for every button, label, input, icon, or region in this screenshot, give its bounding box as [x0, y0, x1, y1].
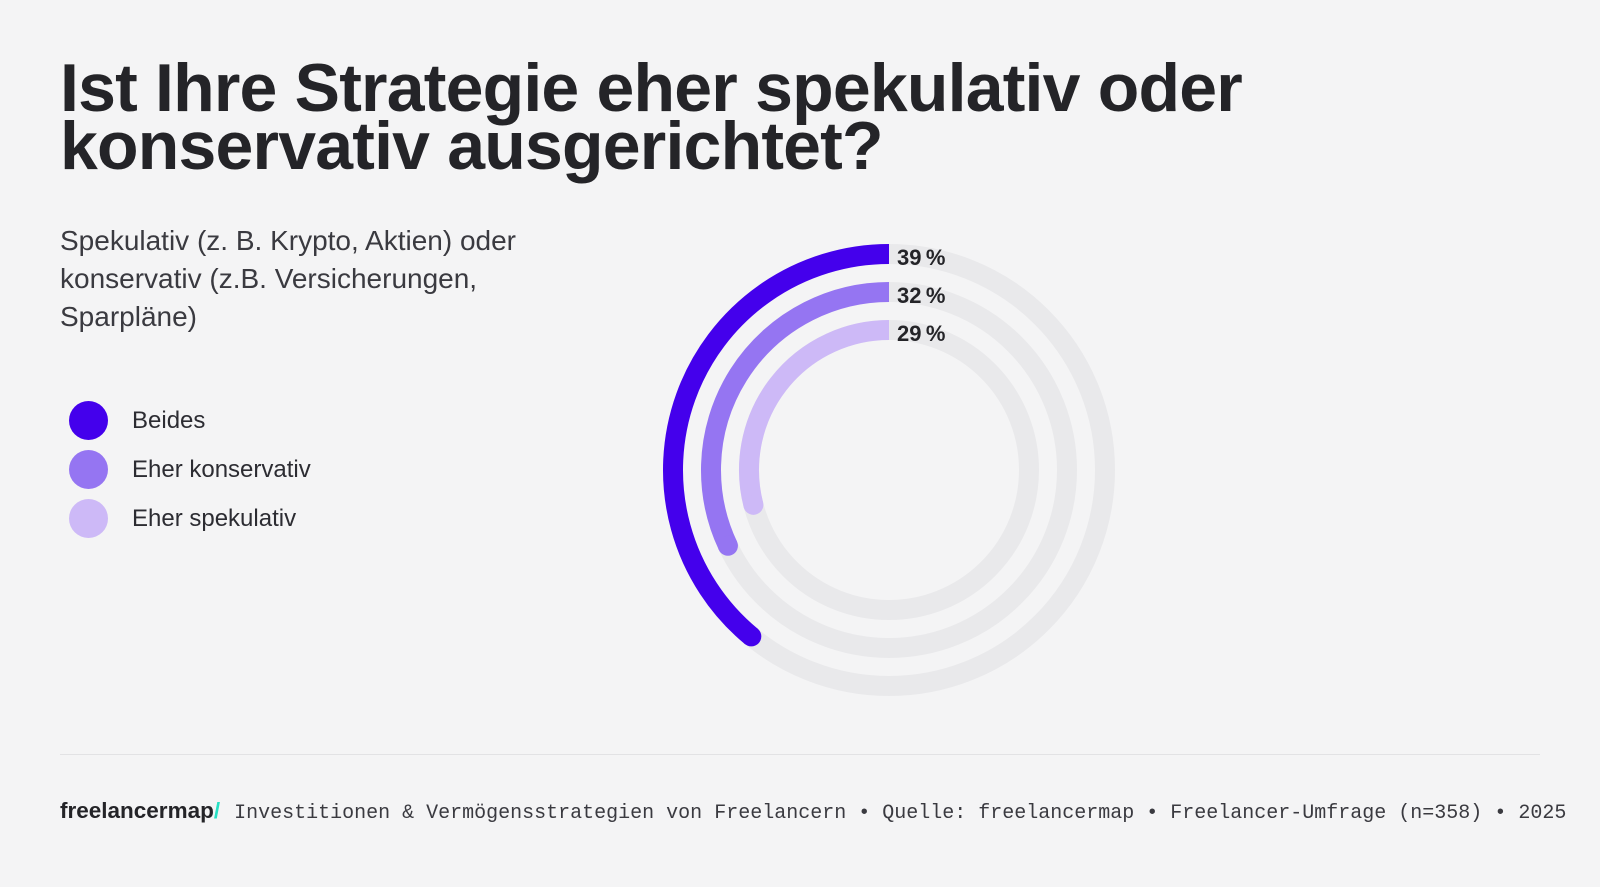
- svg-text:32 %: 32 %: [897, 283, 945, 308]
- svg-text:29 %: 29 %: [897, 321, 945, 346]
- svg-text:39 %: 39 %: [897, 245, 945, 270]
